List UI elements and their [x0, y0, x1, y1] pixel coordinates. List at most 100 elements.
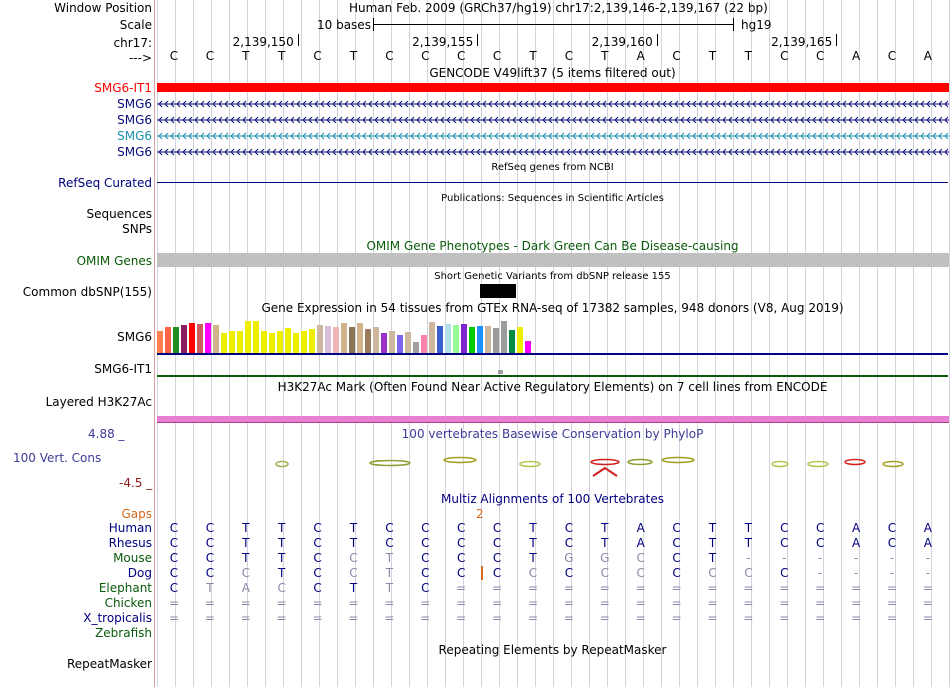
- species-label[interactable]: Zebrafish: [95, 626, 152, 640]
- gtex-tissue-bar[interactable]: [237, 331, 243, 353]
- gtex-smg6-it1-bar[interactable]: [498, 370, 503, 374]
- gtex-tissue-bar[interactable]: [165, 327, 171, 353]
- species-label[interactable]: X_tropicalis: [83, 611, 152, 625]
- gtex-tissue-bar[interactable]: [437, 326, 443, 353]
- strand-arrow: [638, 132, 643, 140]
- strand-arrow: [872, 148, 877, 156]
- species-label[interactable]: Elephant: [98, 581, 152, 595]
- gtex-tissue-bar[interactable]: [197, 324, 203, 353]
- gtex-tissue-bar[interactable]: [189, 323, 195, 353]
- gtex-tissue-bar[interactable]: [485, 326, 491, 353]
- strand-arrow: [806, 132, 811, 140]
- species-label[interactable]: Mouse: [113, 551, 152, 565]
- gtex-tissue-bar[interactable]: [413, 342, 419, 353]
- gtex-tissue-bar[interactable]: [373, 327, 379, 353]
- cons-label[interactable]: 100 Vert. Cons: [13, 451, 102, 465]
- gtex-tissue-bar[interactable]: [229, 331, 235, 353]
- omim-gene-bar[interactable]: [157, 253, 949, 267]
- gtex-tissue-bar[interactable]: [461, 324, 467, 353]
- gtex-bar-chart[interactable]: [157, 317, 537, 353]
- gtex-tissue-bar[interactable]: [421, 335, 427, 353]
- strand-arrow: [890, 116, 895, 124]
- gencode-intron-arrows[interactable]: [157, 99, 949, 109]
- gtex-tissue-bar[interactable]: [221, 333, 227, 353]
- gtex-tissue-bar[interactable]: [445, 324, 451, 353]
- gtex-tissue-bar[interactable]: [453, 325, 459, 353]
- gencode-track-label[interactable]: SMG6: [117, 97, 152, 111]
- gtex-tissue-bar[interactable]: [381, 333, 387, 353]
- strand-arrow: [428, 116, 433, 124]
- aligned-base: -: [925, 551, 931, 565]
- gtex-tissue-bar[interactable]: [365, 329, 371, 353]
- base-letter: C: [815, 49, 825, 63]
- refseq-label[interactable]: RefSeq Curated: [58, 176, 152, 190]
- gtex-tissue-bar[interactable]: [469, 327, 475, 353]
- gtex-tissue-bar[interactable]: [181, 325, 187, 353]
- gtex-label-smg6[interactable]: SMG6: [117, 330, 152, 344]
- strand-arrow: [770, 116, 775, 124]
- gencode-track-label[interactable]: SMG6: [117, 129, 152, 143]
- gencode-intron-arrows[interactable]: [157, 147, 949, 157]
- gtex-tissue-bar[interactable]: [245, 321, 251, 353]
- gencode-track-label[interactable]: SMG6: [117, 145, 152, 159]
- sequences-label[interactable]: Sequences: [86, 207, 152, 221]
- gtex-tissue-bar[interactable]: [493, 328, 499, 353]
- gtex-tissue-bar[interactable]: [477, 326, 483, 353]
- gencode-intron-arrows[interactable]: [157, 131, 949, 141]
- gtex-tissue-bar[interactable]: [309, 329, 315, 353]
- gtex-tissue-bar[interactable]: [333, 327, 339, 353]
- gtex-tissue-bar[interactable]: [501, 321, 507, 353]
- h3k27ac-signal[interactable]: [157, 416, 949, 422]
- dbsnp-variant[interactable]: [480, 284, 516, 298]
- gencode-intron-arrows[interactable]: [157, 115, 949, 125]
- strand-arrow: [458, 116, 463, 124]
- gtex-tissue-bar[interactable]: [173, 327, 179, 353]
- gtex-tissue-bar[interactable]: [213, 325, 219, 353]
- dbsnp-label[interactable]: Common dbSNP(155): [22, 285, 152, 299]
- aligned-base: =: [886, 581, 898, 595]
- gtex-tissue-bar[interactable]: [509, 330, 515, 353]
- strand-arrow: [518, 132, 523, 140]
- species-label[interactable]: Human: [108, 521, 152, 535]
- strand-arrow: [488, 100, 493, 108]
- gtex-tissue-bar[interactable]: [525, 341, 531, 353]
- refseq-gene-line[interactable]: [157, 182, 948, 183]
- aligned-base: C: [672, 521, 681, 535]
- repeatmasker-label[interactable]: RepeatMasker: [66, 657, 152, 671]
- gtex-tissue-bar[interactable]: [397, 335, 403, 353]
- gencode-exon-bar[interactable]: [157, 83, 949, 92]
- gtex-tissue-bar[interactable]: [405, 332, 411, 353]
- strand-arrow: [170, 100, 175, 108]
- gtex-tissue-bar[interactable]: [317, 325, 323, 353]
- gtex-label-smg6-it1[interactable]: SMG6-IT1: [94, 362, 152, 376]
- gtex-tissue-bar[interactable]: [349, 327, 355, 353]
- omim-label[interactable]: OMIM Genes: [76, 254, 152, 268]
- gtex-tissue-bar[interactable]: [293, 333, 299, 353]
- gtex-tissue-bar[interactable]: [357, 323, 363, 353]
- species-label[interactable]: Dog: [127, 566, 152, 580]
- snps-label[interactable]: SNPs: [122, 222, 152, 236]
- strand-arrow: [902, 100, 907, 108]
- gtex-tissue-bar[interactable]: [285, 328, 291, 353]
- gtex-tissue-bar[interactable]: [269, 333, 275, 353]
- cons-logo[interactable]: [0, 450, 950, 480]
- gtex-tissue-bar[interactable]: [301, 331, 307, 353]
- strand-arrow: [176, 100, 181, 108]
- aligned-base: =: [922, 581, 933, 595]
- gtex-tissue-bar[interactable]: [157, 331, 163, 353]
- h3k27ac-label[interactable]: Layered H3K27Ac: [45, 395, 152, 409]
- gtex-tissue-bar[interactable]: [517, 327, 523, 353]
- gtex-tissue-bar[interactable]: [205, 323, 211, 353]
- gtex-tissue-bar[interactable]: [341, 323, 347, 353]
- gencode-track-label[interactable]: SMG6-IT1: [94, 81, 152, 95]
- gtex-tissue-bar[interactable]: [277, 331, 283, 353]
- gtex-tissue-bar[interactable]: [261, 331, 267, 353]
- gtex-tissue-bar[interactable]: [253, 321, 259, 353]
- gtex-tissue-bar[interactable]: [325, 326, 331, 353]
- species-label[interactable]: Rhesus: [108, 536, 152, 550]
- gtex-tissue-bar[interactable]: [389, 331, 395, 353]
- strand-arrow: [710, 132, 715, 140]
- species-label[interactable]: Chicken: [104, 596, 152, 610]
- gencode-track-label[interactable]: SMG6: [117, 113, 152, 127]
- gtex-tissue-bar[interactable]: [429, 322, 435, 353]
